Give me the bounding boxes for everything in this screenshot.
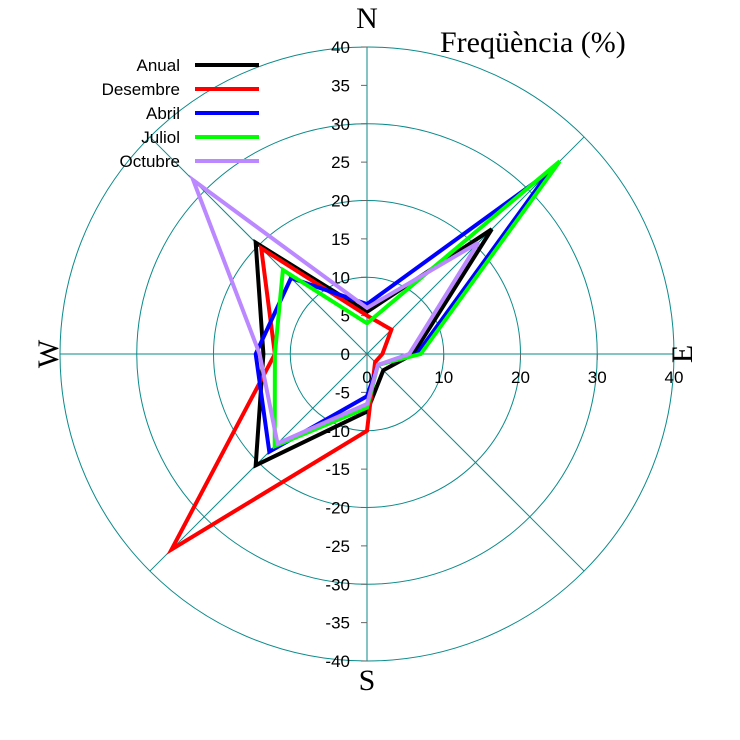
series-lines — [166, 159, 562, 555]
series-line-desembre — [166, 244, 394, 555]
y-tick-label: 25 — [331, 153, 350, 172]
y-tick-label: 15 — [331, 230, 350, 249]
legend-label-anual: Anual — [137, 56, 180, 75]
series-line-abril — [253, 170, 551, 455]
x-tick-label: 30 — [588, 368, 607, 387]
x-tick-label: 0 — [362, 368, 371, 387]
direction-label-e: E — [666, 345, 699, 363]
y-tick-label: 5 — [341, 307, 350, 326]
y-tick-label: -40 — [325, 652, 350, 671]
y-tick-label: -30 — [325, 575, 350, 594]
direction-labels: N S E W — [32, 2, 699, 697]
series-line-anual — [253, 227, 494, 469]
y-tick-label: 35 — [331, 76, 350, 95]
y-tick-label: -25 — [325, 537, 350, 556]
chart-title: Freqüència (%) — [440, 26, 626, 59]
x-tick-label: 10 — [434, 368, 453, 387]
series-line-octubre — [189, 174, 480, 447]
y-tick-label: 0 — [341, 345, 350, 364]
y-tick-label: -20 — [325, 499, 350, 518]
legend: Anual Desembre Abril Juliol Octubre — [102, 56, 259, 171]
direction-label-s: S — [359, 664, 376, 697]
y-tick-label: 20 — [331, 192, 350, 211]
x-tick-label: 20 — [511, 368, 530, 387]
y-tick-label: 10 — [331, 268, 350, 287]
y-tick-label: -35 — [325, 614, 350, 633]
y-tick-label: -5 — [335, 383, 350, 402]
y-tick-label: -15 — [325, 460, 350, 479]
y-tick-label: 40 — [331, 38, 350, 57]
legend-label-octubre: Octubre — [120, 152, 180, 171]
legend-label-desembre: Desembre — [102, 80, 180, 99]
direction-label-n: N — [356, 2, 378, 35]
legend-label-abril: Abril — [146, 104, 180, 123]
grid-spoke-SE — [366, 353, 585, 572]
x-tick-label: 40 — [665, 368, 684, 387]
series-line-juliol — [272, 159, 562, 450]
y-tick-label: 30 — [331, 115, 350, 134]
direction-label-w: W — [32, 339, 65, 368]
legend-label-juliol: Juliol — [141, 128, 180, 147]
